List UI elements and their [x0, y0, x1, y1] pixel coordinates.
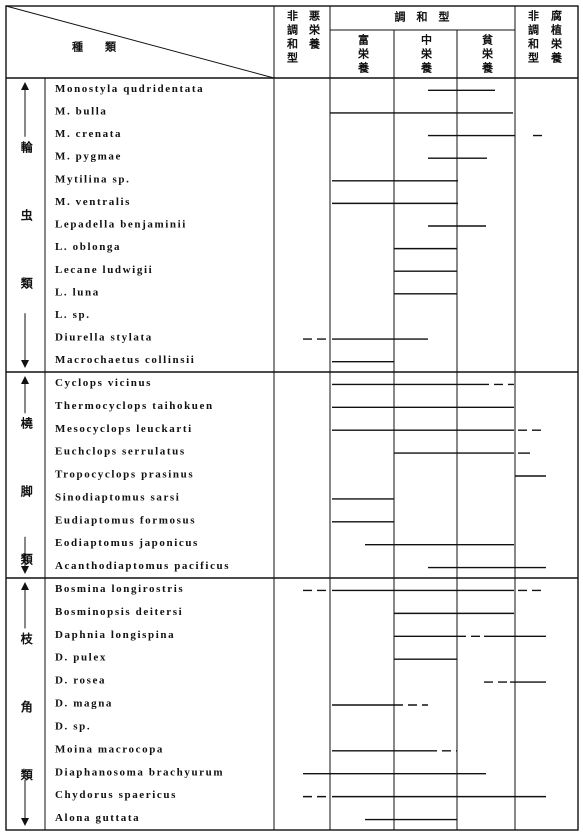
species-name: Moina macrocopa — [55, 743, 164, 755]
arrow-head — [21, 818, 29, 826]
group-label: 橈脚類 — [19, 416, 33, 621]
species-name: Acanthodiaptomus pacificus — [55, 560, 230, 572]
header-diagonal — [5, 5, 275, 79]
species-name: Monostyla qudridentata — [55, 83, 204, 95]
arrow-head — [21, 566, 29, 574]
column-header: 貧栄養 — [480, 33, 494, 76]
column-header: 中栄養 — [419, 33, 433, 76]
species-name: D. pulex — [55, 652, 107, 664]
species-name: Lepadella benjaminii — [55, 219, 187, 231]
species-name: L. sp. — [55, 309, 91, 321]
group-label: 輪虫類 — [19, 139, 33, 344]
species-name: Daphnia longispina — [55, 629, 175, 641]
arrow-head — [21, 376, 29, 384]
arrow-head — [21, 360, 29, 368]
label-bg — [17, 413, 33, 537]
species-name: Lecane ludwigii — [55, 264, 153, 276]
species-name: Eudiaptomus formosus — [55, 514, 196, 526]
label-bg — [17, 136, 33, 314]
harmonic-header: 調 和 型 — [395, 10, 450, 24]
species-name: Eodiaptomus japonicus — [55, 537, 199, 549]
species-name: L. luna — [55, 286, 100, 298]
table-border — [5, 5, 579, 831]
species-name: Macrochaetus collinsii — [55, 354, 195, 366]
species-name: D. sp. — [55, 720, 91, 732]
species-name: Sinodiaptomus sarsi — [55, 491, 180, 503]
species-name: Mesocyclops leuckarti — [55, 423, 193, 435]
column-header: 悪栄養 — [307, 10, 321, 52]
species-name: Alona guttata — [55, 812, 140, 824]
group-label: 枝角類 — [19, 631, 33, 834]
species-header: 種 類 — [72, 40, 117, 54]
species-name: D. rosea — [55, 675, 106, 687]
species-name: M. crenata — [55, 128, 122, 140]
column-header: 非調和型 — [526, 9, 539, 66]
species-name: M. ventralis — [55, 196, 131, 208]
species-name: M. pygmae — [55, 151, 122, 163]
species-name: Chydorus spaericus — [55, 789, 177, 801]
label-bg — [17, 628, 33, 780]
species-name: M. bulla — [55, 105, 108, 117]
species-name: Thermocyclops taihokuen — [55, 400, 214, 412]
column-header: 富栄養 — [356, 33, 370, 76]
species-name: Tropocyclops prasinus — [55, 469, 194, 481]
species-name: D. magna — [55, 698, 113, 710]
arrow-head — [21, 582, 29, 590]
species-name: Bosminopsis deitersi — [55, 606, 183, 618]
species-name: L. oblonga — [55, 241, 121, 253]
species-name: Euchclops serrulatus — [55, 446, 186, 458]
species-name: Diaphanosoma brachyurum — [55, 766, 224, 778]
arrow-head — [21, 82, 29, 90]
species-name: Diurella stylata — [55, 332, 153, 344]
species-name: Mytilina sp. — [55, 173, 130, 185]
species-name: Bosmina longirostris — [55, 583, 184, 595]
column-header: 腐植栄養 — [549, 9, 563, 66]
species-name: Cyclops vicinus — [55, 377, 152, 389]
column-header: 非調和型 — [285, 9, 298, 66]
